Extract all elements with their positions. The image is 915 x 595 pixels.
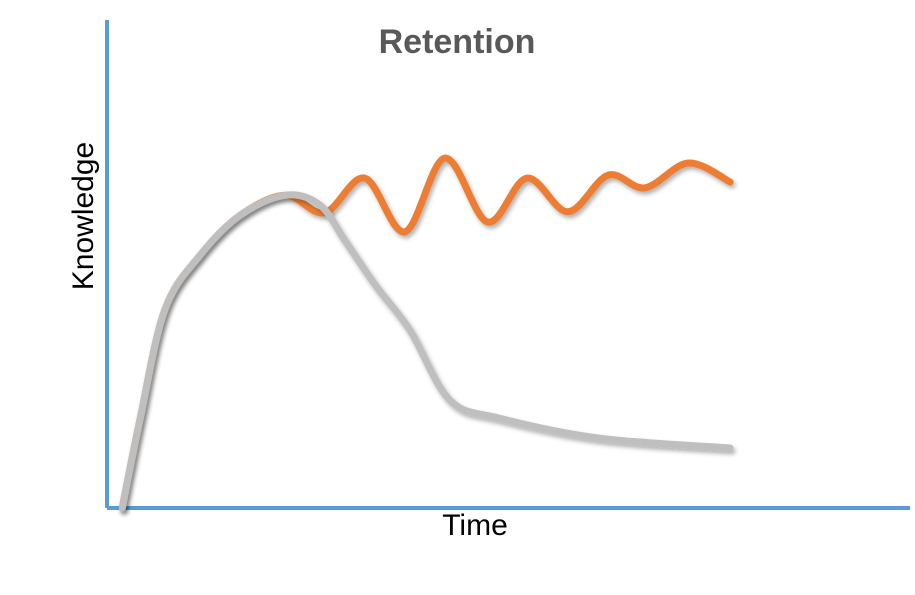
line-series bbox=[118, 154, 734, 512]
x-axis-label: Time bbox=[442, 509, 508, 542]
y-axis-label: Knowledge bbox=[67, 142, 100, 290]
chart-title: Retention bbox=[379, 23, 536, 61]
line-series bbox=[118, 191, 734, 512]
